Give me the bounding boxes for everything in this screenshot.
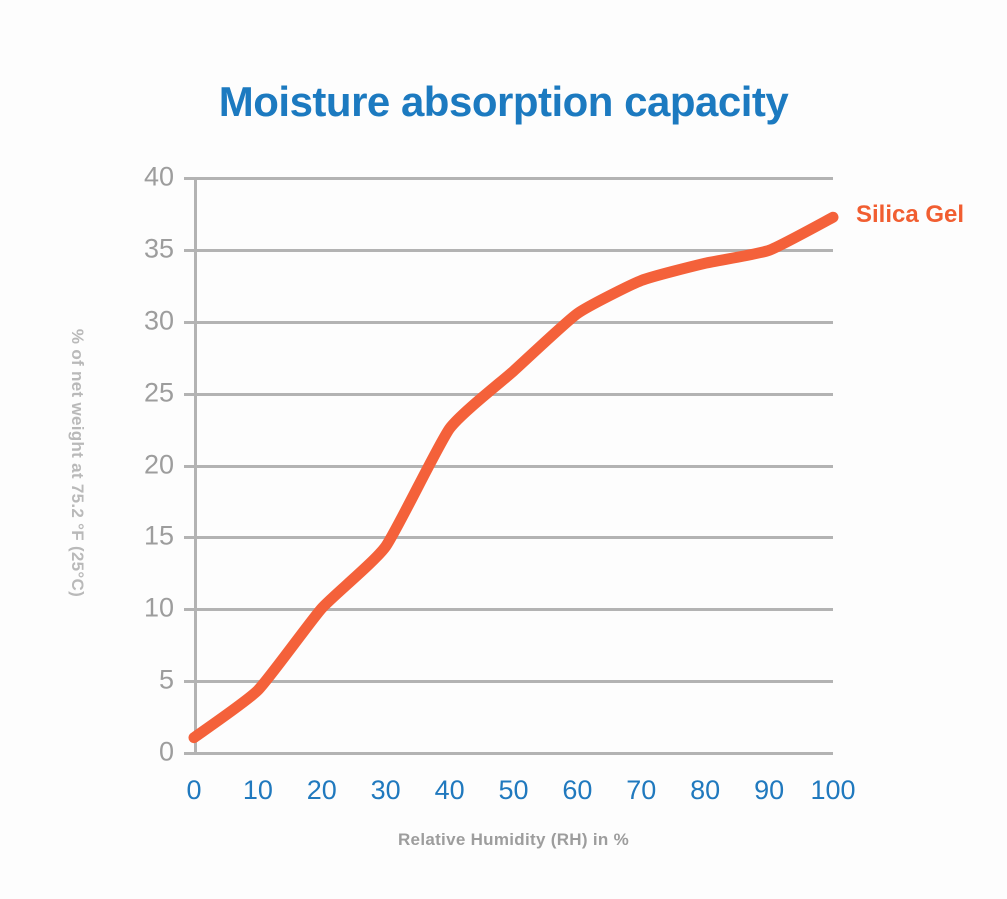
gridline-y-25	[194, 392, 833, 396]
gridline-y-0	[194, 752, 833, 755]
x-axis-tick-label-90: 90	[754, 775, 785, 805]
y-axis-title-container: % of net weight at 75.2 °F (25°C)	[62, 288, 92, 638]
y-axis-tick-label-35: 35	[143, 233, 174, 264]
x-axis-tick-label-20: 20	[306, 775, 337, 805]
x-axis-tick-label-100: 100	[810, 775, 856, 805]
y-axis-tick-30	[184, 320, 194, 324]
x-axis-tick-label-70: 70	[626, 775, 657, 805]
legend-item-silica-gel: Silica Gel	[856, 201, 965, 228]
y-axis-tick-label-5: 5	[158, 664, 174, 695]
gridline-y-35	[194, 248, 833, 252]
gridline-y-10	[194, 608, 833, 612]
x-axis-tick-label-0: 0	[186, 775, 202, 805]
y-axis-tick-15	[184, 536, 194, 540]
plot-area	[194, 177, 833, 755]
y-axis-tick-40	[184, 177, 194, 180]
x-axis-tick-label-60: 60	[562, 775, 593, 805]
y-axis-tick-0	[184, 752, 194, 755]
y-axis-tick-20	[184, 464, 194, 468]
y-axis-tick-10	[184, 608, 194, 612]
gridline-y-20	[194, 464, 833, 468]
gridline-y-5	[194, 680, 833, 684]
x-axis-tick-label-50: 50	[498, 775, 529, 805]
gridline-y-40	[194, 177, 833, 180]
y-axis-tick-label-30: 30	[143, 305, 174, 336]
y-axis-tick-label-20: 20	[143, 449, 174, 479]
chart-title: Moisture absorption capacity	[218, 78, 789, 125]
y-axis-tick-label-0: 0	[158, 736, 174, 767]
y-axis-title: % of net weight at 75.2 °F (25°C)	[68, 328, 87, 598]
y-axis-tick-label-10: 10	[143, 592, 174, 623]
x-axis-tick-label-10: 10	[242, 775, 273, 805]
x-axis-title: Relative Humidity (RH) in %	[397, 830, 630, 849]
y-axis-tick-5	[184, 680, 194, 684]
y-axis-tick-label-25: 25	[143, 377, 174, 408]
y-axis-tick-label-15: 15	[143, 520, 174, 551]
y-axis-tick-label-40: 40	[143, 161, 174, 192]
gridline-y-30	[194, 320, 833, 324]
x-axis-tick-label-80: 80	[690, 775, 721, 805]
x-axis-tick-label-40: 40	[434, 775, 465, 805]
x-axis-tick-labels: 0 10 20 30 40 50 60 70 80 90 100	[0, 775, 1007, 815]
x-axis-tick-label-30: 30	[370, 775, 401, 805]
y-axis-tick-labels: 0 5 10 15 20 25 30 35 40	[110, 0, 174, 899]
chart-legend: Silica Gel	[856, 201, 964, 229]
y-axis-tick-35	[184, 248, 194, 252]
y-axis-tick-25	[184, 392, 194, 396]
gridline-y-15	[194, 536, 833, 540]
